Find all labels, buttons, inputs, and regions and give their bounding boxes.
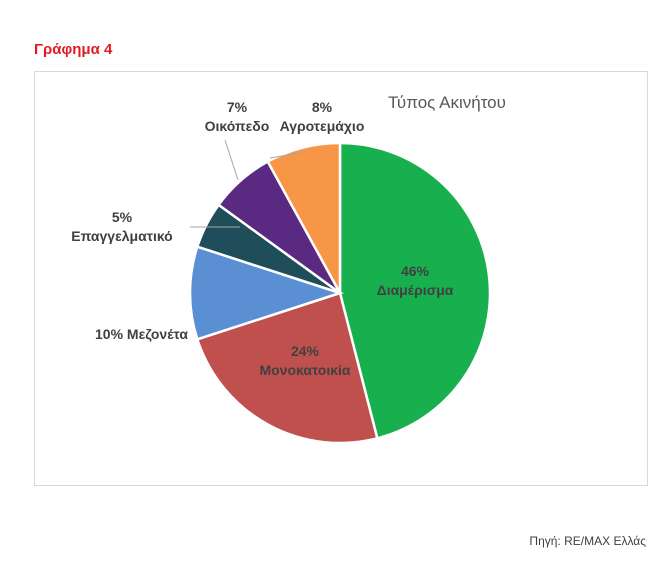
pie-slice-1	[338, 141, 492, 440]
source-note: Πηγή: RE/MAX Ελλάς	[529, 534, 646, 548]
slice-name-4: Επαγγελματικό	[71, 228, 172, 244]
slice-percent-6: 8%	[312, 99, 333, 115]
figure-label: Γράφημα 4	[34, 41, 113, 58]
slice-label-3: 10% Μεζονέτα	[95, 326, 188, 342]
leader-line-6	[269, 151, 306, 159]
slice-name-1: Διαμέρισμα	[377, 282, 454, 298]
pie-slice-6	[266, 141, 342, 294]
pie-slice-3	[188, 245, 345, 341]
pie-slice-2	[195, 291, 379, 445]
leader-line-5	[224, 139, 239, 181]
slice-name-5: Οικόπεδο	[205, 118, 270, 134]
slice-percent-1: 46%	[401, 263, 430, 279]
slice-percent-5: 7%	[227, 99, 248, 115]
slice-name-6: Αγροτεμάχιο	[280, 118, 365, 134]
chart-title: Τύπος Ακινήτου	[388, 93, 506, 112]
slice-percent-2: 24%	[291, 343, 320, 359]
slice-percent-4: 5%	[112, 209, 133, 225]
slice-name-2: Μονοκατοικία	[259, 362, 350, 378]
